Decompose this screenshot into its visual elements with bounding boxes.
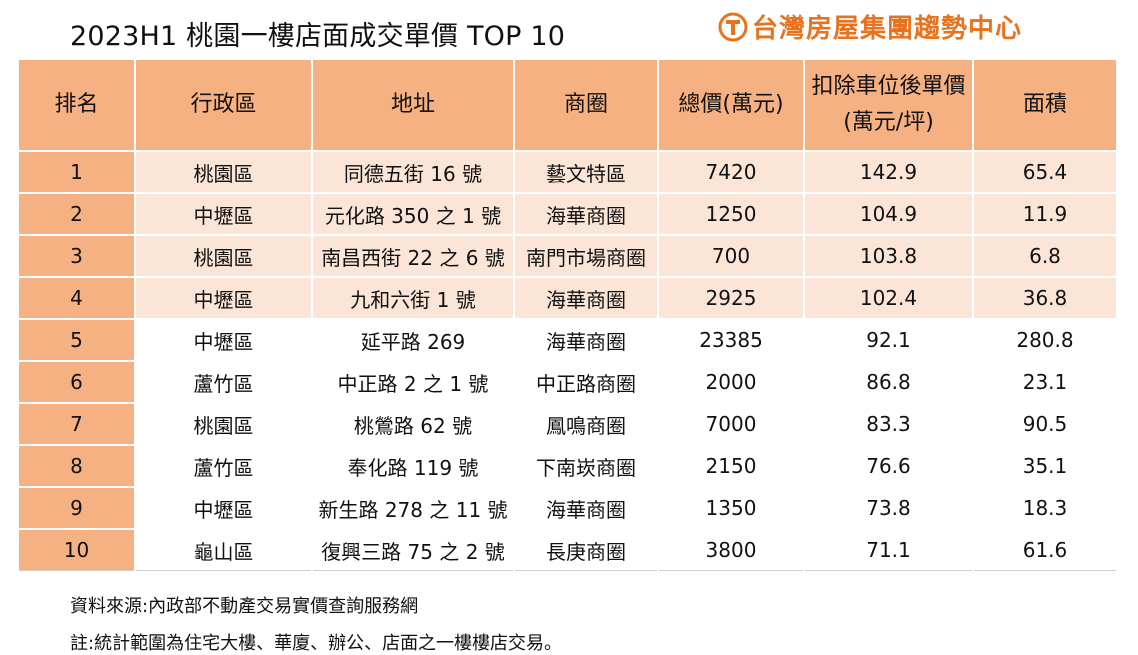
address-cell: 延平路 269	[313, 320, 513, 360]
address-cell: 南昌西街 22 之 6 號	[313, 236, 513, 276]
rank-cell: 3	[19, 236, 134, 276]
size-cell: 65.4	[974, 152, 1116, 192]
total-price-cell: 1350	[659, 488, 803, 528]
size-cell: 18.3	[974, 488, 1116, 528]
page-title: 2023H1 桃園一樓店面成交單價 TOP 10	[70, 21, 566, 52]
table-row: 3 桃園區 南昌西街 22 之 6 號南門市場商圈 700 103.8 6.8	[19, 236, 1116, 276]
business-area-cell: 藝文特區	[515, 152, 657, 192]
column-header: 行政區	[136, 60, 311, 150]
rank-cell: 7	[19, 404, 134, 444]
remark-note: 註:統計範圍為住宅大樓、華廈、辦公、店面之一樓樓店交易。	[70, 633, 563, 654]
business-area-cell: 下南崁商圈	[515, 446, 657, 486]
table-row: 7 桃園區 桃鶯路 62 號鳳鳴商圈 7000 83.3 90.5	[19, 404, 1116, 444]
size-cell: 11.9	[974, 194, 1116, 234]
rank-cell: 1	[19, 152, 134, 192]
district-cell: 桃園區	[136, 236, 311, 276]
rank-cell: 2	[19, 194, 134, 234]
unit-price-cell: 92.1	[805, 320, 972, 360]
address-cell: 九和六街 1 號	[313, 278, 513, 318]
district-cell: 蘆竹區	[136, 446, 311, 486]
unit-price-cell: 71.1	[805, 530, 972, 571]
table-row: 8 蘆竹區 奉化路 119 號下南崁商圈 2150 76.6 35.1	[19, 446, 1116, 486]
taiwan-realty-logo-icon	[718, 12, 748, 41]
total-price-cell: 1250	[659, 194, 803, 234]
column-header: 地址	[313, 60, 513, 150]
district-cell: 中壢區	[136, 320, 311, 360]
table-header-row: 排名 行政區 地址 商圈 總價(萬元) 扣除車位後單價(萬元/坪) 面積	[19, 60, 1116, 150]
table-row: 2 中壢區 元化路 350 之 1 號海華商圈 1250 104.9 11.9	[19, 194, 1116, 234]
total-price-cell: 2000	[659, 362, 803, 402]
unit-price-cell: 103.8	[805, 236, 972, 276]
rank-cell: 6	[19, 362, 134, 402]
brand-logo: 台灣房屋集團趨勢中心	[718, 8, 1022, 45]
business-area-cell: 海華商圈	[515, 278, 657, 318]
district-cell: 龜山區	[136, 530, 311, 571]
total-price-cell: 23385	[659, 320, 803, 360]
table-row: 9 中壢區 新生路 278 之 11 號海華商圈 1350 73.8 18.3	[19, 488, 1116, 528]
business-area-cell: 南門市場商圈	[515, 236, 657, 276]
address-cell: 桃鶯路 62 號	[313, 404, 513, 444]
district-cell: 中壢區	[136, 278, 311, 318]
business-area-cell: 長庚商圈	[515, 530, 657, 571]
source-note: 資料來源:內政部不動產交易實價查詢服務網	[70, 596, 419, 617]
table-body: 1 桃園區 同德五街 16 號藝文特區 7420 142.9 65.4 2 中壢區 元化路 35…	[19, 152, 1116, 571]
table-row: 10 龜山區 復興三路 75 之 2 號長庚商圈 3800 71.1 61.6	[19, 530, 1116, 571]
business-area-cell: 鳳鳴商圈	[515, 404, 657, 444]
table-row: 5 中壢區 延平路 269 海華商圈 23385 92.1 280.8	[19, 320, 1116, 360]
business-area-cell: 海華商圈	[515, 488, 657, 528]
unit-price-cell: 76.6	[805, 446, 972, 486]
size-cell: 90.5	[974, 404, 1116, 444]
unit-price-cell: 86.8	[805, 362, 972, 402]
unit-price-cell: 102.4	[805, 278, 972, 318]
address-cell: 中正路 2 之 1 號	[313, 362, 513, 402]
total-price-cell: 700	[659, 236, 803, 276]
table-row: 6 蘆竹區 中正路 2 之 1 號中正路商圈 2000 86.8 23.1	[19, 362, 1116, 402]
size-cell: 61.6	[974, 530, 1116, 571]
rank-cell: 10	[19, 530, 134, 571]
district-cell: 蘆竹區	[136, 362, 311, 402]
rank-cell: 5	[19, 320, 134, 360]
table-row: 4 中壢區 九和六街 1 號海華商圈 2925 102.4 36.8	[19, 278, 1116, 318]
size-cell: 35.1	[974, 446, 1116, 486]
district-cell: 中壢區	[136, 488, 311, 528]
business-area-cell: 中正路商圈	[515, 362, 657, 402]
unit-price-cell: 142.9	[805, 152, 972, 192]
size-cell: 36.8	[974, 278, 1116, 318]
column-header: 排名	[19, 60, 134, 150]
address-cell: 復興三路 75 之 2 號	[313, 530, 513, 571]
address-cell: 同德五街 16 號	[313, 152, 513, 192]
ranking-table: 排名 行政區 地址 商圈 總價(萬元) 扣除車位後單價(萬元/坪) 面積 1 桃園…	[17, 58, 1118, 573]
total-price-cell: 7000	[659, 404, 803, 444]
address-cell: 新生路 278 之 11 號	[313, 488, 513, 528]
column-header: 商圈	[515, 60, 657, 150]
size-cell: 6.8	[974, 236, 1116, 276]
business-area-cell: 海華商圈	[515, 320, 657, 360]
table-row: 1 桃園區 同德五街 16 號藝文特區 7420 142.9 65.4	[19, 152, 1116, 192]
district-cell: 中壢區	[136, 194, 311, 234]
district-cell: 桃園區	[136, 404, 311, 444]
size-cell: 280.8	[974, 320, 1116, 360]
total-price-cell: 7420	[659, 152, 803, 192]
column-header: 扣除車位後單價(萬元/坪)	[805, 60, 972, 150]
rank-cell: 9	[19, 488, 134, 528]
total-price-cell: 3800	[659, 530, 803, 571]
unit-price-cell: 73.8	[805, 488, 972, 528]
column-header: 總價(萬元)	[659, 60, 803, 150]
address-cell: 奉化路 119 號	[313, 446, 513, 486]
business-area-cell: 海華商圈	[515, 194, 657, 234]
rank-cell: 4	[19, 278, 134, 318]
address-cell: 元化路 350 之 1 號	[313, 194, 513, 234]
size-cell: 23.1	[974, 362, 1116, 402]
unit-price-cell: 83.3	[805, 404, 972, 444]
total-price-cell: 2925	[659, 278, 803, 318]
district-cell: 桃園區	[136, 152, 311, 192]
rank-cell: 8	[19, 446, 134, 486]
brand-name: 台灣房屋集團趨勢中心	[752, 14, 1023, 44]
column-header: 面積	[974, 60, 1116, 150]
unit-price-cell: 104.9	[805, 194, 972, 234]
total-price-cell: 2150	[659, 446, 803, 486]
